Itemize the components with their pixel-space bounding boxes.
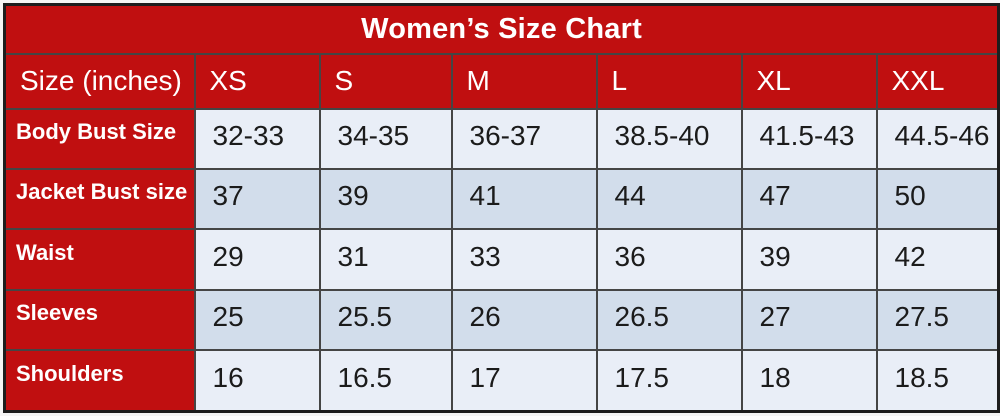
value-cell: 47 <box>740 167 878 231</box>
header-cell-size-inches: Size (inches) <box>3 52 196 110</box>
value-cell: 41 <box>450 167 598 231</box>
table-row-waist: Waist 29 31 33 36 39 42 <box>3 228 1000 291</box>
value-cell: 39 <box>740 228 878 291</box>
value-cell: 38.5-40 <box>595 107 743 170</box>
table-row-jacket-bust-size: Jacket Bust size 37 39 41 44 47 50 <box>3 167 1000 231</box>
value-cell: 44 <box>595 167 743 231</box>
header-cell-xl: XL <box>740 52 878 110</box>
header-row: Size (inches) XS S M L XL XXL <box>3 52 1000 110</box>
header-cell-m: M <box>450 52 598 110</box>
value-cell: 50 <box>875 167 1000 231</box>
value-cell: 27 <box>740 288 878 352</box>
value-cell: 26.5 <box>595 288 743 352</box>
row-label-sleeves: Sleeves <box>3 288 196 352</box>
value-cell: 29 <box>193 228 321 291</box>
value-cell: 18 <box>740 349 878 413</box>
value-cell: 37 <box>193 167 321 231</box>
value-cell: 42 <box>875 228 1000 291</box>
value-cell: 31 <box>318 228 453 291</box>
header-cell-s: S <box>318 52 453 110</box>
table-row-sleeves: Sleeves 25 25.5 26 26.5 27 27.5 <box>3 288 1000 352</box>
header-cell-xs: XS <box>193 52 321 110</box>
value-cell: 18.5 <box>875 349 1000 413</box>
value-cell: 17 <box>450 349 598 413</box>
value-cell: 17.5 <box>595 349 743 413</box>
header-cell-xxl: XXL <box>875 52 1000 110</box>
header-cell-l: L <box>595 52 743 110</box>
row-label-waist: Waist <box>3 228 196 291</box>
value-cell: 27.5 <box>875 288 1000 352</box>
value-cell: 33 <box>450 228 598 291</box>
value-cell: 25 <box>193 288 321 352</box>
title-row: Women’s Size Chart <box>3 3 1000 55</box>
value-cell: 36-37 <box>450 107 598 170</box>
value-cell: 16.5 <box>318 349 453 413</box>
value-cell: 16 <box>193 349 321 413</box>
value-cell: 41.5-43 <box>740 107 878 170</box>
chart-title: Women’s Size Chart <box>3 3 1000 55</box>
value-cell: 34-35 <box>318 107 453 170</box>
row-label-body-bust-size: Body Bust Size <box>3 107 196 170</box>
value-cell: 39 <box>318 167 453 231</box>
value-cell: 32-33 <box>193 107 321 170</box>
size-chart-table: Women’s Size Chart Size (inches) XS S M … <box>3 3 1000 413</box>
value-cell: 25.5 <box>318 288 453 352</box>
value-cell: 26 <box>450 288 598 352</box>
table-row-shoulders: Shoulders 16 16.5 17 17.5 18 18.5 <box>3 349 1000 413</box>
row-label-shoulders: Shoulders <box>3 349 196 413</box>
row-label-jacket-bust-size: Jacket Bust size <box>3 167 196 231</box>
value-cell: 36 <box>595 228 743 291</box>
table-row-body-bust-size: Body Bust Size 32-33 34-35 36-37 38.5-40… <box>3 107 1000 170</box>
value-cell: 44.5-46 <box>875 107 1000 170</box>
